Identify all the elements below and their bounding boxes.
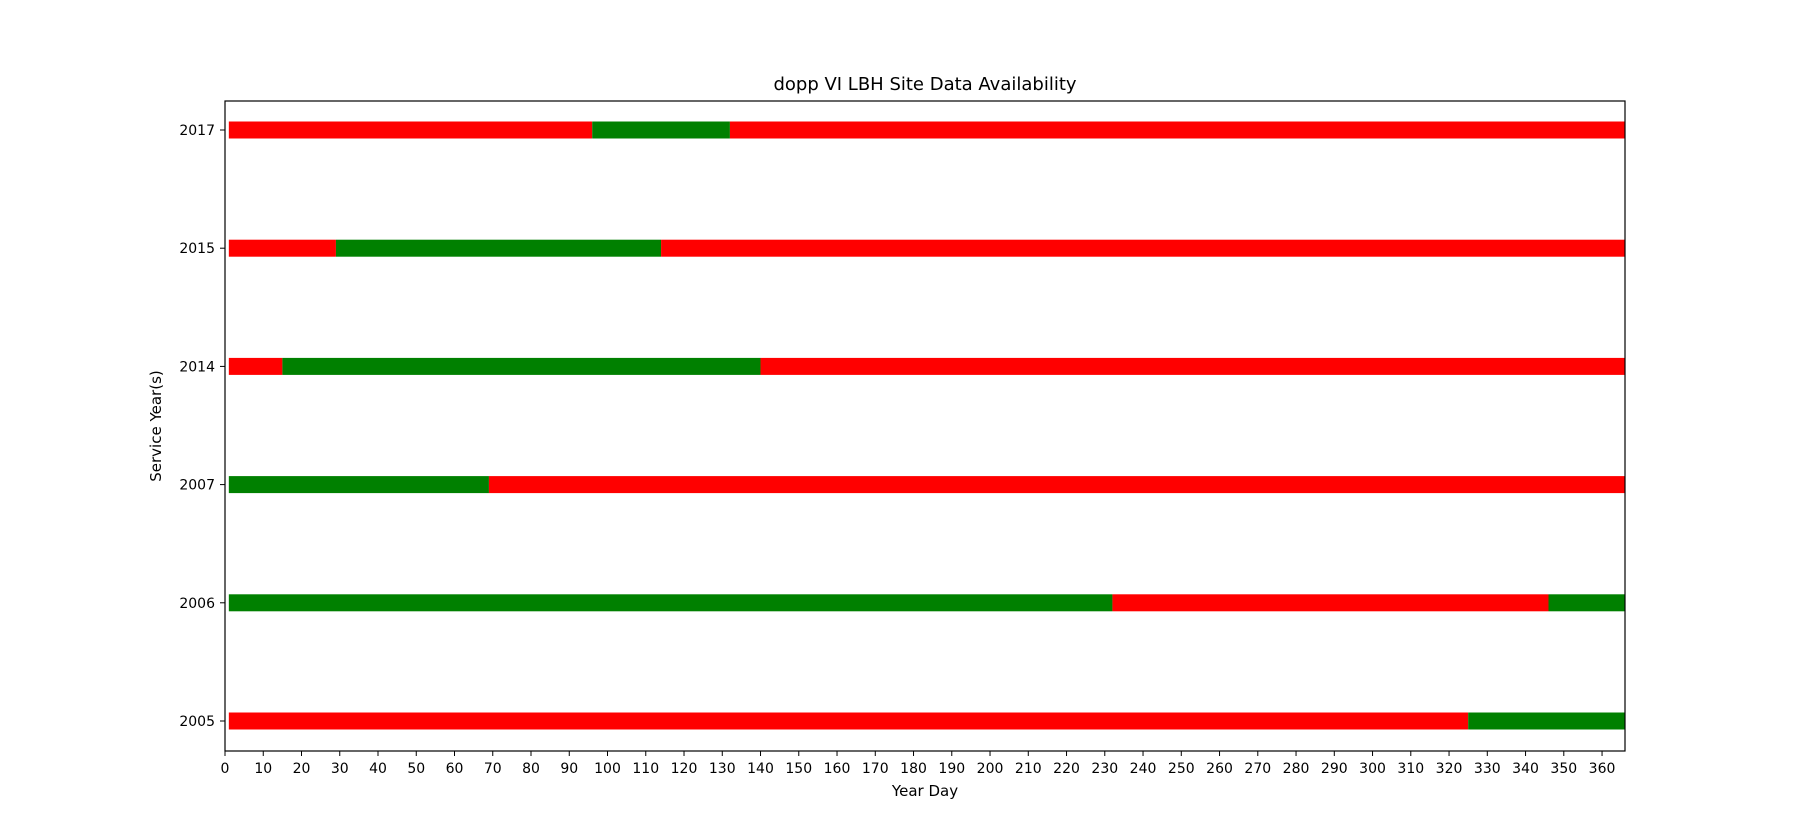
y-tick-label: 2006 — [179, 596, 215, 612]
x-axis: 0 10 20 30 40 50 60 70 80 90 100 110 120 130 140 150 160… — [221, 751, 1616, 777]
x-tick-label: 210 — [1015, 761, 1042, 777]
x-tick-label: 220 — [1053, 761, 1080, 777]
x-tick-label: 50 — [407, 761, 425, 777]
x-tick-label: 270 — [1244, 761, 1271, 777]
x-tick-label: 80 — [522, 761, 540, 777]
x-tick-label: 130 — [709, 761, 736, 777]
x-tick-label: 60 — [446, 761, 464, 777]
bar-segment-2017-1-available — [592, 121, 730, 139]
bar-segment-2015-2-unavailable — [661, 239, 1625, 257]
x-tick-label: 190 — [938, 761, 965, 777]
x-tick-label: 160 — [824, 761, 851, 777]
y-tick-label: 2014 — [179, 359, 215, 375]
x-tick-label: 170 — [862, 761, 889, 777]
plot-frame — [224, 100, 1626, 752]
x-tick-label: 290 — [1321, 761, 1348, 777]
y-tick-label: 2017 — [179, 123, 215, 139]
x-tick-label: 20 — [293, 761, 311, 777]
chart-title: dopp VI LBH Site Data Availability — [773, 74, 1076, 95]
x-tick-label: 90 — [560, 761, 578, 777]
x-tick-label: 360 — [1589, 761, 1616, 777]
bar-segment-2017-2-unavailable — [729, 121, 1625, 139]
x-tick-label: 100 — [594, 761, 621, 777]
bar-segment-2014-2-unavailable — [760, 357, 1625, 375]
bar-segment-2005-0-unavailable — [228, 712, 1469, 730]
x-tick-label: 280 — [1283, 761, 1310, 777]
x-tick-label: 230 — [1091, 761, 1118, 777]
x-tick-label: 250 — [1168, 761, 1195, 777]
bar-segment-2005-1-available — [1468, 712, 1625, 730]
bar-segment-2014-1-available — [282, 357, 761, 375]
bar-segment-2014-0-unavailable — [228, 357, 283, 375]
x-tick-label: 140 — [747, 761, 774, 777]
x-tick-label: 300 — [1359, 761, 1386, 777]
x-tick-label: 120 — [671, 761, 698, 777]
x-tick-label: 0 — [221, 761, 230, 777]
x-tick-label: 10 — [254, 761, 272, 777]
bar-segment-2006-0-available — [228, 594, 1113, 612]
x-tick-label: 330 — [1474, 761, 1501, 777]
x-tick-label: 150 — [785, 761, 812, 777]
bar-segment-2007-1-unavailable — [488, 476, 1625, 494]
bar-segment-2006-2-available — [1548, 594, 1625, 612]
x-tick-label: 260 — [1206, 761, 1233, 777]
x-tick-label: 310 — [1397, 761, 1424, 777]
bars-layer — [228, 121, 1625, 730]
y-tick-label: 2015 — [179, 241, 215, 257]
x-tick-label: 240 — [1130, 761, 1157, 777]
bar-segment-2015-0-unavailable — [228, 239, 336, 257]
y-tick-label: 2007 — [179, 478, 215, 494]
bar-segment-2006-1-unavailable — [1112, 594, 1549, 612]
bar-segment-2015-1-available — [335, 239, 662, 257]
x-tick-label: 30 — [331, 761, 349, 777]
y-axis-label: Service Year(s) — [147, 370, 165, 481]
x-tick-label: 350 — [1550, 761, 1577, 777]
y-tick-label: 2005 — [179, 714, 215, 730]
x-tick-label: 110 — [632, 761, 659, 777]
x-tick-label: 180 — [900, 761, 927, 777]
x-tick-label: 200 — [977, 761, 1004, 777]
bar-segment-2017-0-unavailable — [228, 121, 593, 139]
x-tick-label: 320 — [1436, 761, 1463, 777]
x-tick-label: 40 — [369, 761, 387, 777]
x-axis-label: Year Day — [891, 782, 958, 800]
x-tick-label: 340 — [1512, 761, 1539, 777]
y-axis: 2005 2006 2007 2014 2015 2017 — [179, 123, 225, 730]
x-tick-label: 70 — [484, 761, 502, 777]
bar-segment-2007-0-available — [228, 476, 489, 494]
